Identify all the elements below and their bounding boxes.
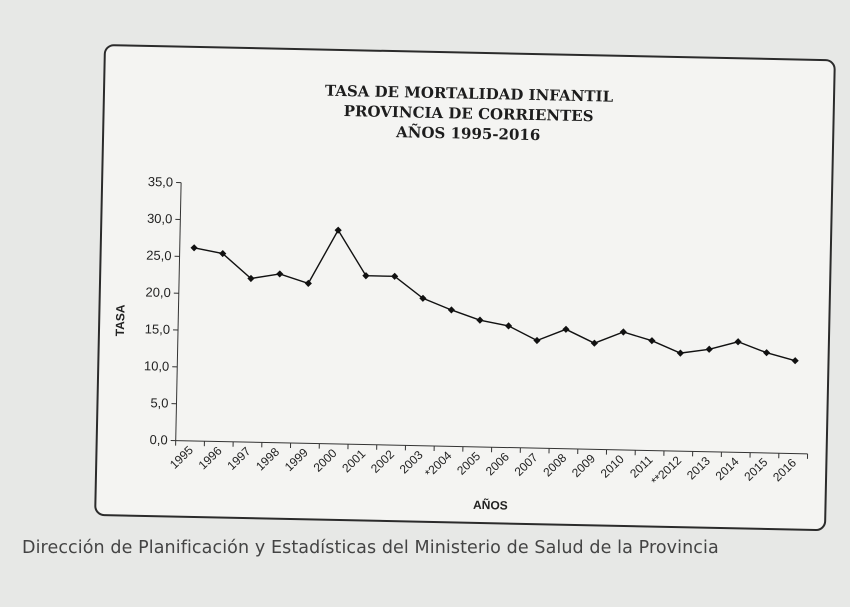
data-point (562, 325, 570, 333)
x-tick-label: 1997 (224, 444, 253, 473)
x-tick-label: 2003 (397, 448, 426, 477)
chart-frame: TASA DE MORTALIDAD INFANTIL PROVINCIA DE… (94, 44, 836, 532)
x-tick-label: 1995 (167, 443, 196, 472)
source-caption: Dirección de Planificación y Estadística… (22, 538, 719, 558)
data-point (419, 294, 427, 302)
y-axis: 0,0 5,0 10,0 15,0 20,0 25,0 30,0 35,0 (144, 174, 182, 447)
y-tick-label: 5,0 (150, 395, 168, 410)
x-tick-label: 1999 (282, 445, 311, 474)
data-point (762, 349, 771, 357)
x-tick-label: 2014 (713, 454, 742, 483)
x-tick-label: 2010 (598, 452, 627, 481)
x-tick-label: *2004 (422, 448, 455, 480)
x-tick-label: 2006 (483, 449, 512, 478)
data-point (648, 337, 656, 345)
data-point (676, 349, 684, 357)
x-tick-label: 1996 (196, 443, 225, 472)
x-tick-label: **2012 (648, 453, 684, 488)
y-axis-title: TASA (113, 304, 128, 336)
data-point (705, 345, 713, 353)
data-point (533, 336, 541, 345)
series-line (193, 228, 796, 362)
data-point (247, 274, 255, 283)
x-tick-label: 2016 (770, 455, 799, 484)
x-tick-label: 2013 (684, 454, 713, 483)
x-tick-label: 2009 (569, 451, 598, 480)
line-chart: 0,05,010,015,020,025,030,035,0 1995 1996 1… (113, 174, 809, 513)
data-point (276, 270, 284, 278)
series (190, 226, 799, 365)
data-point (734, 338, 742, 346)
x-tick-label: 2008 (540, 451, 569, 480)
data-point (619, 328, 627, 336)
y-tick-label: 0,0 (149, 432, 167, 447)
data-point (447, 306, 456, 314)
x-tick-label: 1998 (253, 445, 282, 474)
x-axis-title: AÑOS (473, 497, 508, 513)
y-tick-label: 25,0 (146, 248, 172, 264)
x-tick-label: 2015 (741, 455, 770, 484)
data-point (219, 249, 227, 258)
data-point (476, 316, 484, 324)
data-point (334, 226, 342, 234)
y-axis-line (175, 182, 182, 441)
y-tick-label: 30,0 (147, 211, 173, 227)
data-point (791, 357, 799, 365)
x-tick-label: 2007 (512, 450, 541, 479)
x-tick-label: 2002 (368, 447, 397, 476)
x-tick-label: 2001 (339, 446, 368, 475)
y-tick-label: 35,0 (148, 174, 174, 190)
y-tick-label: 15,0 (145, 321, 171, 337)
y-tick-label: 20,0 (145, 284, 171, 300)
x-tick-label: 2000 (311, 446, 340, 475)
data-point (391, 272, 399, 280)
data-point (304, 279, 312, 287)
data-point (190, 244, 198, 252)
y-tick-label: 10,0 (144, 358, 170, 374)
data-point (504, 322, 513, 330)
data-point (362, 272, 370, 280)
x-axis: 1995 1996 1997 1998 1999 2000 2001 2002 2003*200… (167, 440, 809, 488)
data-point (590, 339, 598, 347)
x-tick-label: 2005 (454, 449, 483, 478)
